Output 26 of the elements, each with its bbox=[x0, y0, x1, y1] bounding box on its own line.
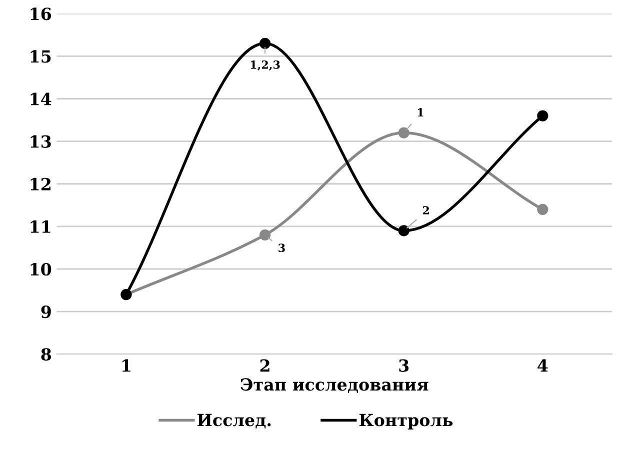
point bbox=[259, 38, 271, 49]
point bbox=[259, 229, 271, 240]
point bbox=[537, 204, 548, 215]
y-tick-label: 12 bbox=[30, 178, 50, 190]
annotation: 1 bbox=[418, 108, 424, 116]
x-tick-label: 1 bbox=[122, 359, 130, 372]
legend-label: Исслед. bbox=[197, 414, 271, 428]
y-tick-label: 9 bbox=[41, 306, 51, 318]
annotation: 1,2,3 bbox=[250, 60, 280, 71]
point bbox=[398, 127, 410, 138]
point bbox=[537, 110, 548, 122]
x-tick-label: 2 bbox=[260, 359, 270, 372]
annotation: 3 bbox=[278, 244, 285, 252]
x-tick-label: 3 bbox=[399, 359, 409, 372]
y-tick-label: 15 bbox=[30, 50, 51, 63]
annotation: 2 bbox=[422, 206, 429, 214]
x-axis-title: Этап исследования bbox=[240, 378, 428, 393]
y-tick-label: 13 bbox=[30, 135, 51, 148]
legend-label: Контроль bbox=[359, 414, 453, 430]
y-tick-label: 16 bbox=[30, 8, 52, 20]
x-tick-label: 4 bbox=[538, 359, 548, 372]
y-tick-label: 14 bbox=[30, 92, 52, 106]
y-tick-label: 8 bbox=[41, 348, 52, 361]
point bbox=[398, 225, 410, 236]
y-tick-label: 10 bbox=[30, 262, 52, 276]
y-tick-label: 11 bbox=[30, 220, 50, 233]
